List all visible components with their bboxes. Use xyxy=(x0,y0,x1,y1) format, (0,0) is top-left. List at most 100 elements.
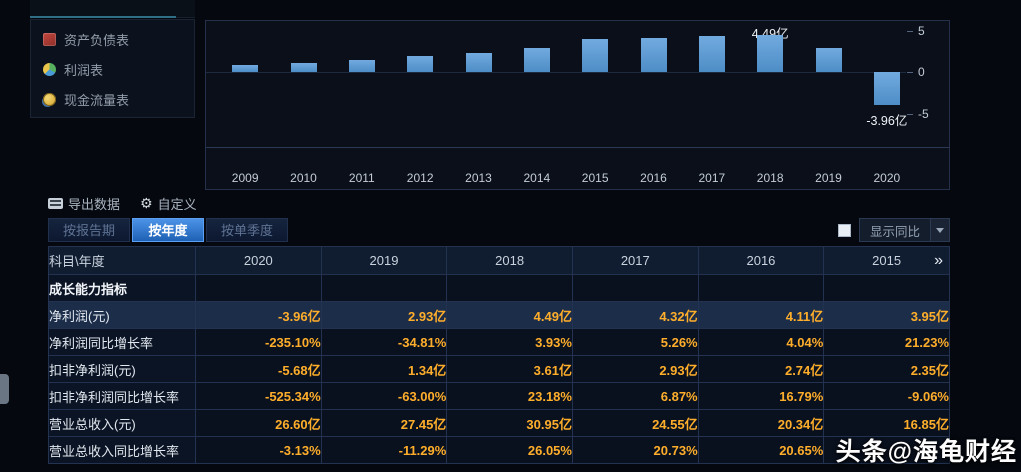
table-row[interactable]: 净利润(元) -3.96亿 2.93亿 4.49亿 4.32亿 4.11亿 3.95亿 xyxy=(48,301,950,329)
cell-value: -63.00% xyxy=(320,382,448,410)
table-row[interactable]: 营业总收入同比增长率 -3.13% -11.29% 26.05% 20.73% 20.65… xyxy=(48,436,950,464)
sidebar-item-label: 现金流量表 xyxy=(64,92,130,108)
x-tick-label: 2009 xyxy=(231,171,259,185)
column-header-2018[interactable]: 2018 xyxy=(446,246,573,275)
sidebar-item-label: 利润表 xyxy=(64,62,104,78)
cell-value: 3.95亿 xyxy=(823,301,950,329)
sidebar-item-利润表[interactable]: 利润表 xyxy=(31,54,194,84)
x-tick-label: 2016 xyxy=(640,171,667,185)
table-row[interactable]: 净利润同比增长率 -235.10% -34.81% 3.93% 5.26% 4.04% 21… xyxy=(48,328,950,356)
cell-value: 4.32亿 xyxy=(571,301,699,329)
cell-value: 3.61亿 xyxy=(446,355,573,383)
table-body: 成长能力指标 净利润(元) -3.96亿 2.93亿 4.49亿 4.32亿 4.11亿 3.… xyxy=(48,274,950,464)
y-tick-mark xyxy=(907,72,913,73)
cell-value: 2.35亿 xyxy=(823,355,950,383)
cell-value: 1.34亿 xyxy=(320,355,448,383)
export-data-label: 导出数据 xyxy=(68,196,121,212)
row-label: 成长能力指标 xyxy=(48,274,196,302)
show-yoy-label: 显示同比 xyxy=(869,224,920,239)
cell-value: -3.13% xyxy=(195,436,322,464)
table-row[interactable]: 扣非净利润(元) -5.68亿 1.34亿 3.61亿 2.93亿 2.74亿 2.35亿 xyxy=(48,355,950,383)
chart-bar-2019 xyxy=(815,47,842,72)
y-tick-label: -5 xyxy=(918,106,929,121)
x-tick-label: 2013 xyxy=(465,171,492,185)
sidebar-item-资产负债表[interactable]: 资产负债表 xyxy=(31,24,194,54)
x-tick-label: 2015 xyxy=(581,171,609,185)
cell-value xyxy=(571,274,699,302)
column-header-2016[interactable]: 2016 xyxy=(697,246,825,275)
row-label: 营业总收入(元) xyxy=(48,409,196,437)
show-yoy-dropdown[interactable]: 显示同比 xyxy=(858,218,950,242)
chart-bar-2011 xyxy=(348,59,375,72)
show-yoy-checkbox[interactable] xyxy=(837,223,851,237)
row-label: 扣非净利润同比增长率 xyxy=(48,382,196,410)
tab-按年度[interactable]: 按年度 xyxy=(132,218,205,242)
cell-value xyxy=(195,274,322,302)
chart-bar-2017 xyxy=(698,36,725,72)
sidebar: 资产负债表利润表现金流量表 xyxy=(30,19,195,118)
column-header-2020[interactable]: 2020 xyxy=(195,246,322,275)
cell-value: 16.85亿 xyxy=(823,409,950,437)
x-tick-label: 2012 xyxy=(406,171,434,185)
cell-value: 21.23% xyxy=(823,328,950,356)
table-row[interactable]: 成长能力指标 xyxy=(48,274,950,302)
sidebar-items: 资产负债表利润表现金流量表 xyxy=(31,24,194,114)
customize-button[interactable]: ⚙ 自定义 xyxy=(140,194,197,213)
cell-value: 20.34亿 xyxy=(697,409,825,437)
x-tick-label: 2019 xyxy=(815,171,842,185)
table-header-row-el: 科目\年度 2020 2019 2018 2017 2016 2015» xyxy=(48,246,950,275)
left-edge-fragment xyxy=(0,374,9,404)
cell-value: 27.45亿 xyxy=(320,409,448,437)
row-label: 净利润同比增长率 xyxy=(48,328,196,356)
customize-label: 自定义 xyxy=(157,196,197,212)
table-row[interactable]: 营业总收入(元) 26.60亿 27.45亿 30.95亿 24.55亿 20.34亿 16… xyxy=(48,409,950,437)
x-tick-label: 2017 xyxy=(698,171,726,185)
cell-value: 26.60亿 xyxy=(195,409,322,437)
tab-按报告期[interactable]: 按报告期 xyxy=(48,218,131,242)
cell-value: 6.87% xyxy=(571,382,699,410)
cell-value: -235.10% xyxy=(195,328,322,356)
x-tick-label: 2018 xyxy=(756,171,784,185)
chart-bar-2013 xyxy=(465,52,492,72)
chart-bar-2014 xyxy=(523,47,550,72)
row-label: 扣非净利润(元) xyxy=(48,355,196,383)
more-columns-icon[interactable]: » xyxy=(934,251,943,269)
cell-value: 4.49亿 xyxy=(446,301,573,329)
gear-icon: ⚙ xyxy=(140,195,153,211)
chart-bar-2010 xyxy=(290,62,317,72)
cell-value: 23.18% xyxy=(446,382,573,410)
cell-value: 2.93亿 xyxy=(320,301,448,329)
cell-value: 26.05% xyxy=(446,436,573,464)
column-header-2015[interactable]: 2015» xyxy=(823,246,950,275)
dropdown-arrow-box[interactable] xyxy=(930,219,949,241)
cell-value: 20.73% xyxy=(571,436,699,464)
chart-bar-2009 xyxy=(232,65,259,72)
table-toolbar: 导出数据 ⚙ 自定义 xyxy=(48,193,197,213)
top-tab-underline xyxy=(30,16,176,18)
cash-flow-icon xyxy=(43,92,56,106)
x-tick-label: 2020 xyxy=(873,171,901,185)
column-header-2019[interactable]: 2019 xyxy=(320,246,448,275)
net-profit-chart: 4.49亿 -3.96亿 50-5 2009201020112012201320… xyxy=(205,20,950,190)
income-statement-icon xyxy=(43,62,56,76)
cell-value: -3.96亿 xyxy=(195,301,322,329)
cell-value: -9.06% xyxy=(823,382,950,410)
cell-value: 4.04% xyxy=(697,328,825,356)
cell-value: 3.93% xyxy=(446,328,573,356)
column-header-2017[interactable]: 2017 xyxy=(571,246,699,275)
chart-bar-2012 xyxy=(407,56,434,72)
y-tick-label: 0 xyxy=(918,65,925,79)
watermark: 头条@海龟财经 xyxy=(835,438,1017,466)
cell-value xyxy=(823,274,950,302)
row-label: 营业总收入同比增长率 xyxy=(48,436,196,464)
export-data-button[interactable]: 导出数据 xyxy=(48,194,120,213)
cell-value xyxy=(823,436,950,464)
table-row[interactable]: 扣非净利润同比增长率 -525.34% -63.00% 23.18% 6.87% 16.7… xyxy=(48,382,950,410)
y-tick-label: 5 xyxy=(918,23,925,38)
cell-value: -11.29% xyxy=(320,436,448,464)
sidebar-item-现金流量表[interactable]: 现金流量表 xyxy=(31,84,194,114)
tab-按单季度[interactable]: 按单季度 xyxy=(206,218,289,242)
chart-bar-2016 xyxy=(640,37,667,72)
cell-value: 30.95亿 xyxy=(446,409,573,437)
subject-column-header: 科目\年度 xyxy=(48,246,196,275)
